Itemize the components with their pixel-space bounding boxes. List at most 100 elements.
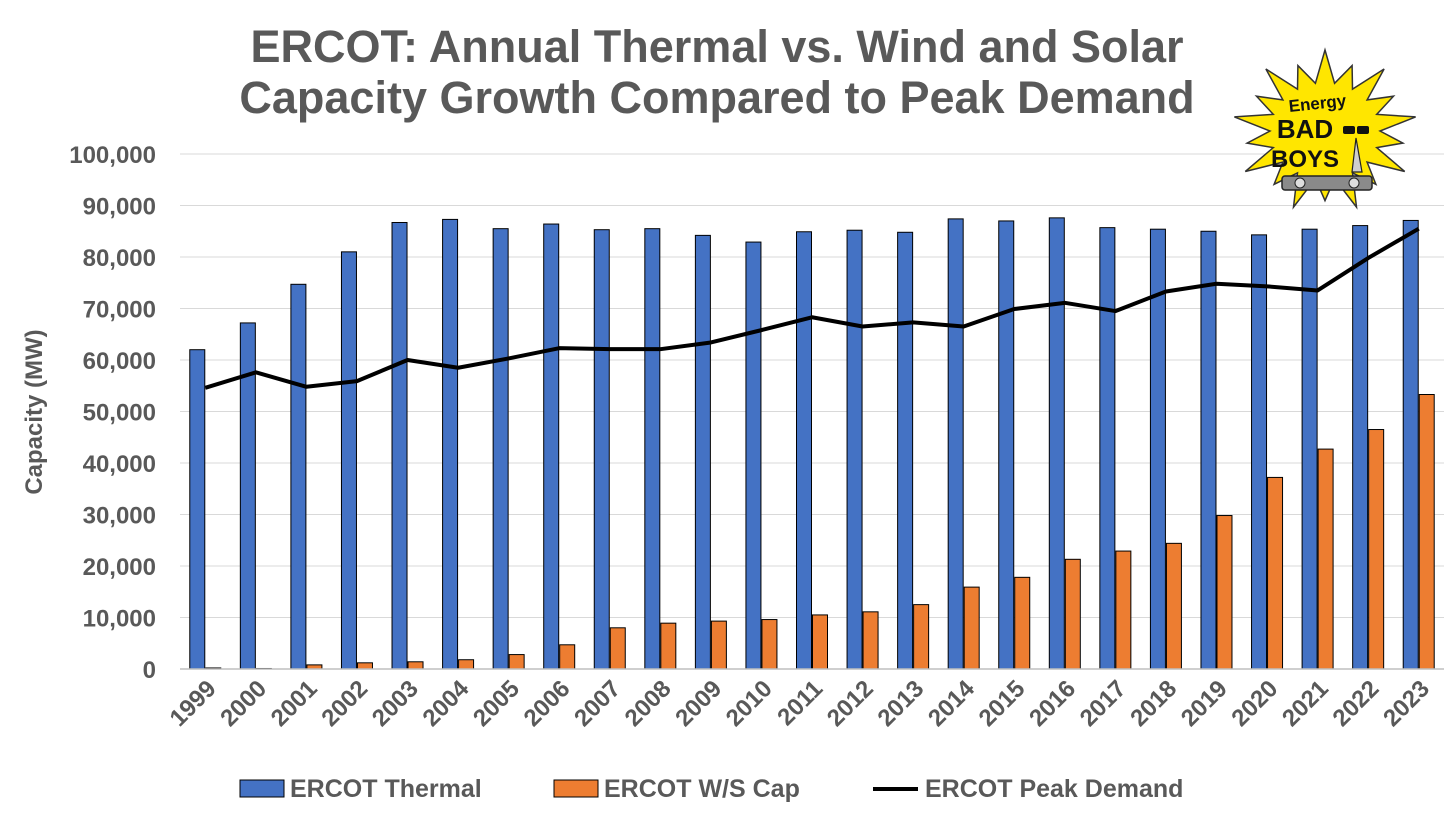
y-tick-label: 30,000 <box>83 503 156 530</box>
logo-skateboard-icon <box>1281 175 1373 191</box>
x-tick-label: 2014 <box>923 675 980 732</box>
logo-text-bad: BAD <box>1277 114 1333 144</box>
bar-ws-cap <box>1368 429 1385 670</box>
bar-ws-cap <box>710 620 727 670</box>
bar-thermal <box>1099 227 1116 670</box>
x-tick-label: 2009 <box>670 675 727 732</box>
bar-thermal <box>1048 217 1065 670</box>
logo-character-icon <box>1351 137 1363 173</box>
legend-label-ws-cap: ERCOT W/S Cap <box>604 775 800 803</box>
bar-thermal <box>340 251 357 670</box>
bar-ws-cap <box>1418 394 1435 670</box>
x-tick-label: 2011 <box>772 675 828 731</box>
logo-wheel-icon <box>1348 177 1360 189</box>
y-tick-label: 60,000 <box>83 348 156 375</box>
peak-demand-line-layer <box>204 226 1420 390</box>
y-tick-labels: 0 10,000 20,000 30,000 40,000 50,000 60,000 70,… <box>69 142 156 684</box>
logo-text-boys: BOYS <box>1271 146 1339 173</box>
bar-ws-cap <box>1014 576 1031 670</box>
bar-thermal <box>694 234 711 670</box>
bar-thermal <box>796 231 812 670</box>
y-tick-label: 50,000 <box>83 400 156 427</box>
bars <box>189 217 1435 670</box>
x-tick-labels: 1999200020012002200320042005200620072008… <box>165 675 1435 732</box>
x-tick-label: 2003 <box>367 675 424 732</box>
x-tick-label: 2022 <box>1328 675 1385 732</box>
logo-sunglasses-icon <box>1357 126 1369 134</box>
bar-ws-cap <box>1267 476 1284 670</box>
x-tick-label: 2013 <box>873 675 930 732</box>
bar-ws-cap <box>862 611 879 670</box>
legend-swatch-thermal <box>239 779 285 798</box>
bar-thermal <box>189 349 206 670</box>
y-axis-label: Capacity (MW) <box>21 329 48 494</box>
y-tick-label: 20,000 <box>83 554 156 581</box>
x-tick-label: 2018 <box>1125 675 1182 732</box>
bar-thermal <box>745 241 762 670</box>
bar-ws-cap <box>913 604 930 670</box>
bar-thermal <box>1402 219 1419 670</box>
x-tick-label: 2021 <box>1277 675 1334 732</box>
bar-ws-cap <box>1216 515 1233 670</box>
legend-label-peak-demand: ERCOT Peak Demand <box>925 775 1183 803</box>
x-tick-label: 2012 <box>822 675 879 732</box>
y-tick-label: 80,000 <box>83 245 156 272</box>
bar-ws-cap <box>812 614 828 670</box>
bar-thermal <box>998 220 1015 670</box>
x-tick-label: 2002 <box>316 675 373 732</box>
y-tick-label: 40,000 <box>83 451 156 478</box>
legend-swatch-ws-cap <box>553 779 599 798</box>
y-tick-label: 10,000 <box>83 606 156 633</box>
x-tick-label: 2023 <box>1378 675 1435 732</box>
energy-bad-boys-logo: Energy BAD BOYS <box>1234 47 1416 210</box>
y-tick-label: 90,000 <box>83 194 156 221</box>
x-tick-label: 2015 <box>974 675 1031 732</box>
x-tick-label: 2005 <box>468 675 525 732</box>
bar-ws-cap <box>1064 558 1081 670</box>
bar-thermal <box>1352 225 1369 670</box>
x-tick-label: 2001 <box>266 675 323 732</box>
legend-label-thermal: ERCOT Thermal <box>290 775 482 803</box>
bar-thermal <box>947 218 964 670</box>
legend: ERCOT Thermal ERCOT W/S Cap ERCOT Peak D… <box>239 775 1183 803</box>
bar-ws-cap <box>1317 448 1334 670</box>
bar-thermal <box>897 231 914 670</box>
bar-thermal <box>290 283 307 670</box>
bar-thermal <box>543 223 560 670</box>
chart-title-line-2: Capacity Growth Compared to Peak Demand <box>239 72 1194 123</box>
x-tick-label: 2008 <box>620 675 677 732</box>
bar-ws-cap <box>559 644 576 670</box>
bar-thermal <box>492 228 509 670</box>
bar-ws-cap <box>356 662 373 670</box>
x-tick-label: 2004 <box>417 675 474 732</box>
x-tick-label: 2006 <box>519 675 576 732</box>
x-tick-label: 2017 <box>1075 675 1132 732</box>
bar-ws-cap <box>660 622 677 670</box>
x-tick-label: 2007 <box>569 675 626 732</box>
bar-thermal <box>1200 230 1217 670</box>
bar-ws-cap <box>1115 550 1132 670</box>
bar-thermal <box>1251 234 1268 670</box>
x-tick-label: 2016 <box>1024 675 1081 732</box>
bar-ws-cap <box>963 586 980 670</box>
bar-ws-cap <box>609 627 626 670</box>
logo-wheel-icon <box>1294 177 1306 189</box>
bar-thermal <box>593 229 610 670</box>
bar-ws-cap <box>458 659 475 670</box>
chart-title-line-1: ERCOT: Annual Thermal vs. Wind and Solar <box>250 21 1183 72</box>
logo-starburst-icon <box>1234 47 1416 210</box>
bar-thermal <box>442 218 459 670</box>
bar-ws-cap <box>407 661 424 670</box>
bar-thermal <box>391 221 408 670</box>
bar-ws-cap <box>508 654 525 670</box>
x-tick-label: 2019 <box>1176 675 1233 732</box>
logo-sunglasses-icon <box>1343 126 1355 134</box>
x-tick-label: 2000 <box>215 675 272 732</box>
y-tick-label: 0 <box>143 657 156 684</box>
bar-thermal <box>1301 228 1318 670</box>
bar-thermal <box>644 228 661 670</box>
bar-ws-cap <box>761 619 778 670</box>
x-tick-label: 1999 <box>165 675 222 732</box>
